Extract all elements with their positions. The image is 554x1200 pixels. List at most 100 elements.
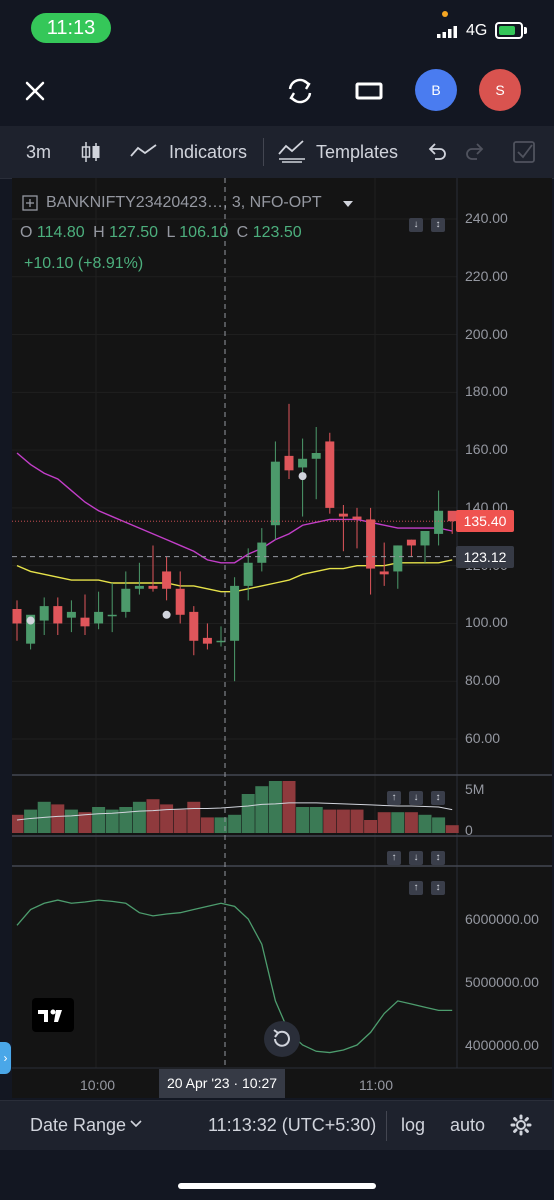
volume-bar: [12, 814, 24, 833]
volume-bar: [24, 809, 38, 833]
volume-bar: [445, 825, 459, 833]
close-value: 123.50: [252, 224, 302, 241]
chart-canvas[interactable]: [12, 178, 552, 1098]
candle-up: [134, 585, 144, 589]
vol-maximize-button[interactable]: ↕: [431, 791, 445, 805]
candle-down: [12, 609, 22, 624]
open-label: O: [20, 224, 33, 241]
home-indicator[interactable]: [178, 1183, 376, 1189]
candle-down: [447, 510, 457, 522]
price-axis[interactable]: 240.00220.00200.00180.00160.00140.00120.…: [464, 178, 552, 774]
volume-bar: [241, 794, 255, 833]
vol-move-down-button[interactable]: ↓: [409, 791, 423, 805]
candle-up: [230, 585, 240, 641]
volume-bar: [350, 809, 364, 833]
chevron-down-icon[interactable]: [130, 1119, 142, 1129]
volume-bar: [432, 817, 446, 833]
pane2-move-up-button[interactable]: ↑: [387, 851, 401, 865]
candles-icon[interactable]: [80, 140, 102, 164]
vol-move-up-button[interactable]: ↑: [387, 791, 401, 805]
app-header: B S: [0, 60, 554, 126]
network-label: 4G: [466, 22, 488, 39]
collapse-legend-icon[interactable]: [22, 195, 38, 211]
candle-up: [420, 531, 430, 546]
volume-bar: [418, 814, 432, 833]
volume-bar: [404, 812, 418, 833]
price-axis-label: 200.00: [465, 325, 508, 342]
bottom-bar: Date Range 11:13:32 (UTC+5:30) log auto: [0, 1100, 554, 1151]
templates-button[interactable]: Templates: [316, 142, 399, 162]
reset-chart-button[interactable]: [264, 1021, 300, 1057]
volume-bar: [323, 809, 337, 833]
candle-down: [80, 617, 90, 627]
auto-toggle[interactable]: auto: [450, 1115, 486, 1135]
redo-icon[interactable]: [464, 140, 486, 162]
price-axis-label: 180.00: [465, 383, 508, 400]
osc-maximize-button[interactable]: ↕: [431, 881, 445, 895]
close-icon[interactable]: [24, 80, 46, 102]
checkbox-icon[interactable]: [512, 140, 536, 164]
side-drawer-tab[interactable]: ›: [0, 1042, 11, 1074]
low-value: 106.10: [179, 224, 229, 241]
time-axis-10: 10:00: [80, 1077, 116, 1093]
price-axis-label: 100.00: [465, 614, 508, 631]
close-label: C: [236, 224, 249, 241]
refresh-icon[interactable]: [284, 75, 316, 107]
candle-up: [434, 510, 444, 534]
indicators-button[interactable]: Indicators: [169, 142, 248, 162]
osc-axis-3: 4000000.00: [465, 1037, 539, 1053]
candle-up: [121, 588, 131, 612]
osc-move-up-button[interactable]: ↑: [409, 881, 423, 895]
candle-down: [366, 519, 376, 569]
candle-down: [406, 539, 416, 546]
candle-down: [175, 588, 185, 615]
status-time: 11:13: [31, 13, 111, 43]
clock-timezone[interactable]: 11:13:32 (UTC+5:30): [208, 1115, 377, 1135]
volume-bar: [309, 807, 323, 833]
move-down-button[interactable]: ↓: [409, 218, 423, 232]
volume-bar: [78, 812, 92, 833]
volume-bar: [377, 812, 391, 833]
interval-button[interactable]: 3m: [26, 142, 52, 162]
high-label: H: [93, 224, 105, 241]
templates-icon: [278, 140, 305, 163]
volume-axis-top: 5M: [465, 781, 485, 797]
symbol-title[interactable]: BANKNIFTY23420423…, 3, NFO-OPT: [46, 194, 322, 211]
price-axis-label: 220.00: [465, 267, 508, 284]
pane2-maximize-button[interactable]: ↕: [431, 851, 445, 865]
rectangle-icon[interactable]: [355, 81, 383, 101]
candle-up: [393, 545, 403, 572]
undo-icon[interactable]: [426, 140, 448, 162]
pane2-move-down-button[interactable]: ↓: [409, 851, 423, 865]
gear-icon[interactable]: [510, 1114, 532, 1136]
crosshair-time-label: 20 Apr '23 · 10:27: [159, 1069, 285, 1098]
reset-icon: [273, 1029, 290, 1047]
volume-bar: [146, 799, 160, 833]
indicators-icon: [130, 144, 157, 157]
candle-down: [352, 516, 362, 520]
avatar-s[interactable]: S: [479, 69, 521, 111]
volume-bar: [105, 809, 119, 833]
log-toggle[interactable]: log: [401, 1115, 426, 1135]
candle-down: [379, 571, 389, 575]
date-range-button[interactable]: Date Range: [30, 1115, 127, 1135]
candle-up: [298, 458, 308, 468]
volume-bar: [200, 817, 214, 833]
chart-area[interactable]: BANKNIFTY23420423…, 3, NFO-OPT O 114.80 …: [12, 178, 552, 1098]
last-price-badge: 135.40: [456, 510, 514, 533]
volume-bar: [282, 781, 296, 833]
volume-bar: [51, 804, 65, 833]
ma-fast-line: [16, 452, 453, 564]
volume-bar: [336, 809, 350, 833]
candle-up: [243, 562, 253, 586]
event-marker: [162, 610, 171, 619]
volume-bar: [132, 801, 146, 833]
candle-down: [325, 441, 335, 508]
price-axis-label: 240.00: [465, 210, 508, 226]
price-axis-label: 160.00: [465, 441, 508, 458]
price-axis-label: 80.00: [465, 672, 501, 689]
maximize-pane-button[interactable]: ↕: [431, 218, 445, 232]
symbol-dropdown-icon[interactable]: [342, 200, 354, 208]
crosshair-price-badge: 123.12: [456, 545, 514, 568]
avatar-b[interactable]: B: [415, 69, 457, 111]
